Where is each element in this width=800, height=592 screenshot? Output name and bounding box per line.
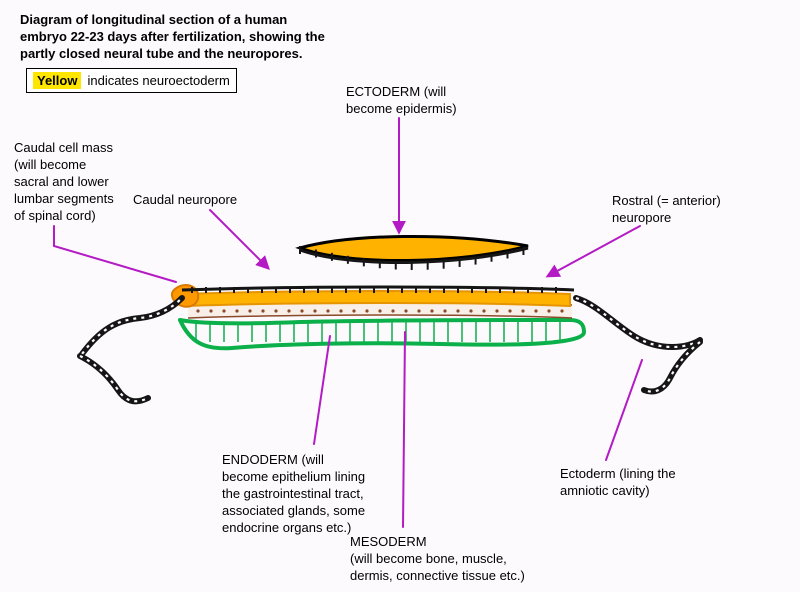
diagram-svg — [0, 0, 800, 592]
